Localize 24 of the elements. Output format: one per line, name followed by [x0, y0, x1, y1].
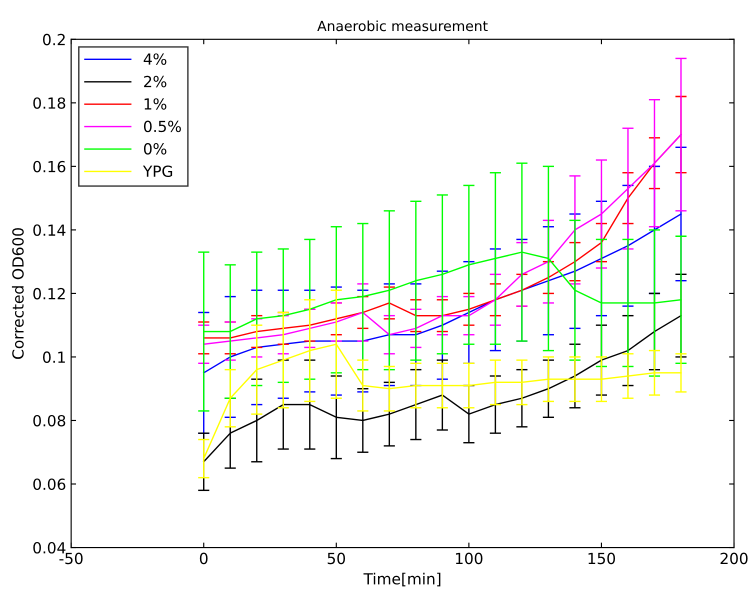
x-tick-label: 200: [720, 552, 748, 564]
legend-label: YPG: [142, 165, 172, 178]
y-tick-label: 0.12: [33, 288, 65, 300]
y-tick-label: 0.18: [33, 97, 66, 109]
legend-label: 4%: [144, 53, 166, 65]
legend-label: 0.5%: [144, 120, 181, 132]
y-axis-title: Corrected OD600: [12, 228, 24, 359]
y-tick-label: 0.06: [33, 478, 66, 490]
y-tick-label: 0.08: [33, 414, 66, 426]
x-tick-label: 50: [328, 552, 346, 564]
x-axis-title: Time[min]: [363, 572, 440, 586]
x-tick-label: 150: [588, 552, 616, 564]
x-tick-label: 0: [200, 552, 208, 564]
legend-label: 1%: [144, 98, 166, 110]
y-tick-label: 0.1: [43, 351, 65, 363]
y-tick-label: 0.2: [43, 34, 65, 46]
y-tick-label: 0.16: [33, 160, 66, 172]
legend-label: 0%: [144, 143, 166, 155]
legend-label: 2%: [144, 76, 166, 88]
y-tick-label: 0.14: [33, 224, 66, 236]
y-tick-label: 0.04: [33, 542, 66, 554]
x-tick-label: -50: [59, 552, 83, 564]
chart-title: Anaerobic measurement: [317, 20, 488, 32]
x-tick-label: 100: [456, 552, 482, 564]
